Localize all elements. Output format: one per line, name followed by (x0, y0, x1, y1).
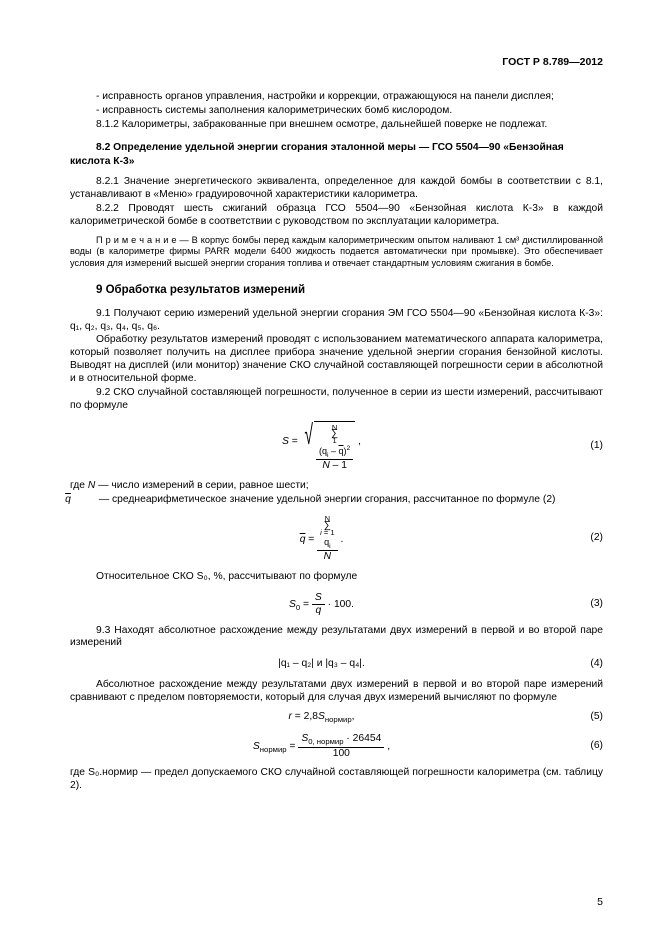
where-q: q — среднеарифметическое значение удельн… (100, 494, 603, 507)
sec-82-line1: 8.2 Определение удельной энергии сгорани… (70, 142, 603, 155)
eq1-num: (1) (573, 440, 603, 453)
p-9-2: 9.2 СКО случайной составляющей погрешнос… (70, 387, 603, 413)
p-s0: Относительное СКО S₀, %, рассчитывают по… (70, 571, 603, 584)
eq2-num: (2) (573, 532, 603, 545)
note: П р и м е ч а н и е — В корпус бомбы пер… (70, 235, 603, 270)
eq3-num: (3) (573, 598, 603, 611)
p-9-3: 9.3 Находят абсолютное расхождение между… (70, 625, 603, 651)
p-8-1-2: 8.1.2 Калориметры, забракованные при вне… (70, 119, 603, 132)
eq-1: S = √ N ∑ 1 (qi – q)2 N – 1 , (70, 421, 603, 472)
eq4-num: (4) (573, 658, 603, 671)
sec-9: 9 Обработка результатов измерений (70, 283, 603, 297)
eq-4: |q₁ – q₂| и |q₃ – q₄|. (4) (70, 658, 603, 671)
eq5-num: (5) (573, 711, 603, 724)
doc-header: ГОСТ Р 8.789—2012 (70, 56, 603, 69)
p-8-2-2: 8.2.2 Проводят шесть сжиганий образца ГС… (70, 203, 603, 229)
bullet-2: - исправность системы заполнения калорим… (70, 105, 603, 118)
page-number: 5 (597, 896, 603, 909)
p-8-2-1: 8.2.1 Значение энергетического эквивален… (70, 176, 603, 202)
eq-5: r = 2,8Sнормир, (5) (70, 711, 603, 725)
eq-6: Sнормир = S0, нормир · 26454 100 , (6) (70, 733, 603, 760)
eq6-num: (6) (573, 740, 603, 753)
where-s0: где S₀.нормир — предел допускаемого СКО … (70, 767, 603, 793)
p-abs: Абсолютное расхождение между результатам… (70, 679, 603, 705)
p-9-1: 9.1 Получают серию измерений удельной эн… (70, 308, 603, 334)
eq-2: q = N ∑ i = 1 qi N . (2) (70, 515, 603, 563)
eq-3: S0 = S q · 100. (3) (70, 592, 603, 617)
sec-82-line2: кислота К-3» (70, 156, 603, 169)
bullet-1: - исправность органов управления, настро… (70, 91, 603, 104)
p-9-1b: Обработку результатов измерений проводят… (70, 334, 603, 385)
where-n: где N — число измерений в серии, равное … (70, 480, 603, 493)
